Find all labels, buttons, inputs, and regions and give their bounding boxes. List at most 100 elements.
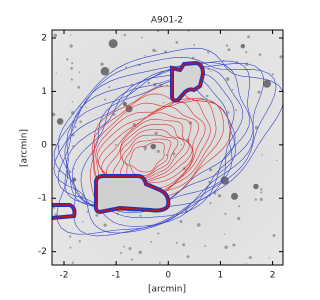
star (138, 250, 143, 255)
y-axis-label: [arcmin] (20, 129, 30, 167)
star (225, 44, 229, 47)
region-edge (52, 204, 76, 219)
contour-line (80, 79, 236, 210)
star (56, 118, 64, 125)
star (253, 183, 259, 190)
star (125, 66, 128, 69)
star (235, 60, 238, 63)
star (247, 35, 251, 39)
star (152, 48, 156, 52)
x-tick-label: -2 (60, 271, 69, 281)
y-tick-label: 1 (41, 87, 47, 97)
star (119, 251, 123, 255)
star (162, 101, 165, 104)
star (172, 152, 176, 156)
star (54, 213, 58, 217)
contour-line (128, 141, 165, 173)
star (207, 51, 210, 54)
star (100, 66, 110, 76)
contours (52, 30, 283, 265)
contour-line (56, 47, 283, 235)
star (260, 188, 263, 191)
star (107, 68, 109, 70)
star (66, 58, 69, 61)
star (227, 111, 230, 114)
star (260, 191, 263, 194)
star (85, 106, 87, 109)
star (272, 234, 276, 237)
star (144, 54, 146, 57)
star (73, 167, 75, 170)
star (225, 77, 230, 81)
star (139, 214, 142, 217)
star (231, 89, 234, 91)
star (103, 223, 107, 227)
star (165, 154, 168, 157)
star (157, 232, 160, 235)
x-tick-label: 0 (165, 271, 171, 281)
star (70, 67, 73, 70)
star (276, 159, 278, 162)
plot-frame (51, 29, 284, 266)
star (158, 261, 161, 264)
star (156, 149, 160, 153)
contour-line (64, 66, 244, 214)
star (279, 55, 283, 59)
star (95, 213, 99, 217)
star (254, 198, 257, 201)
star (248, 256, 252, 260)
star (86, 210, 89, 213)
star (71, 62, 74, 65)
star (175, 41, 179, 44)
x-axis-label: [arcmin] (148, 285, 186, 295)
star (150, 240, 153, 243)
star (204, 245, 207, 247)
star (240, 43, 245, 49)
star (71, 261, 74, 264)
star (108, 39, 118, 49)
star (52, 206, 56, 209)
star (261, 154, 263, 156)
region-edge (95, 175, 170, 213)
star (245, 263, 248, 265)
star (112, 113, 116, 116)
star (230, 192, 239, 200)
star (179, 220, 183, 223)
contour-line (121, 134, 179, 180)
star (78, 71, 80, 73)
star (209, 202, 212, 205)
star (68, 235, 72, 238)
star (210, 70, 212, 73)
star (196, 223, 201, 227)
star (74, 125, 77, 128)
chart: A901-2 [arcmin] [arcmin] -2 -1 0 1 2 -2 -1 0 1 2 (20, 16, 284, 295)
star (104, 98, 107, 101)
sky-image (52, 30, 283, 265)
contour-line (119, 129, 185, 181)
contour-line (89, 85, 232, 212)
star (77, 86, 80, 89)
star (259, 197, 263, 201)
y-tick-label: -1 (38, 194, 47, 204)
x-tick-label: 1 (218, 271, 224, 281)
star (55, 72, 57, 74)
star (209, 168, 213, 172)
star (235, 109, 238, 112)
star (126, 113, 128, 115)
star (224, 245, 228, 249)
x-tick-label: 2 (270, 271, 276, 281)
star (245, 51, 248, 54)
star (131, 258, 134, 261)
star (114, 143, 117, 146)
star (182, 243, 186, 247)
y-tick-label: 2 (41, 34, 47, 44)
star (268, 257, 270, 259)
star (237, 216, 241, 221)
star (79, 120, 82, 123)
region-edge (171, 62, 204, 102)
star (128, 247, 132, 251)
star (69, 246, 72, 249)
star (238, 205, 241, 208)
star (108, 86, 111, 89)
star (123, 245, 125, 248)
